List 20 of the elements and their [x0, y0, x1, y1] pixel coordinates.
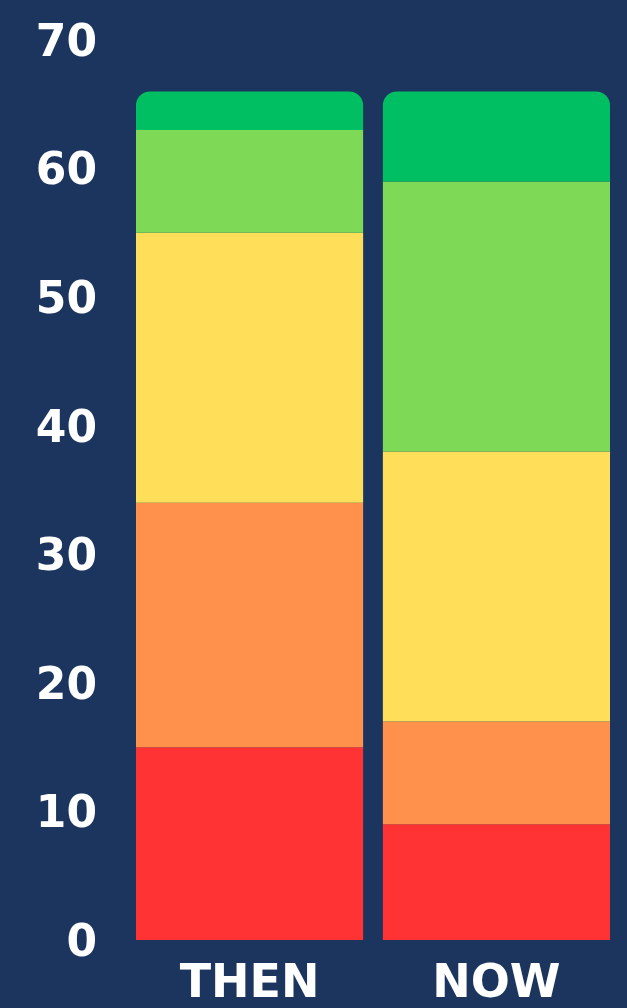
- bar: [382, 181, 610, 452]
- y-tick-label: 50: [35, 272, 97, 324]
- bar: [136, 232, 364, 503]
- y-tick-label: 10: [35, 786, 97, 838]
- bar: [136, 502, 364, 748]
- bar: [382, 451, 610, 722]
- bar: [136, 130, 364, 233]
- y-tick-label: 40: [35, 400, 97, 452]
- bar: [136, 91, 364, 130]
- y-tick-label: 60: [35, 143, 97, 195]
- y-tick-label: 20: [35, 657, 97, 709]
- bar: [382, 721, 610, 825]
- y-tick-label: 0: [66, 914, 97, 966]
- bar: [382, 824, 610, 940]
- bar: [136, 747, 364, 940]
- y-tick-label: 30: [35, 529, 97, 581]
- x-tick-label: THEN: [179, 953, 320, 1008]
- y-tick-label: 70: [35, 14, 97, 66]
- x-tick-label: NOW: [432, 953, 561, 1008]
- bar: [382, 91, 610, 182]
